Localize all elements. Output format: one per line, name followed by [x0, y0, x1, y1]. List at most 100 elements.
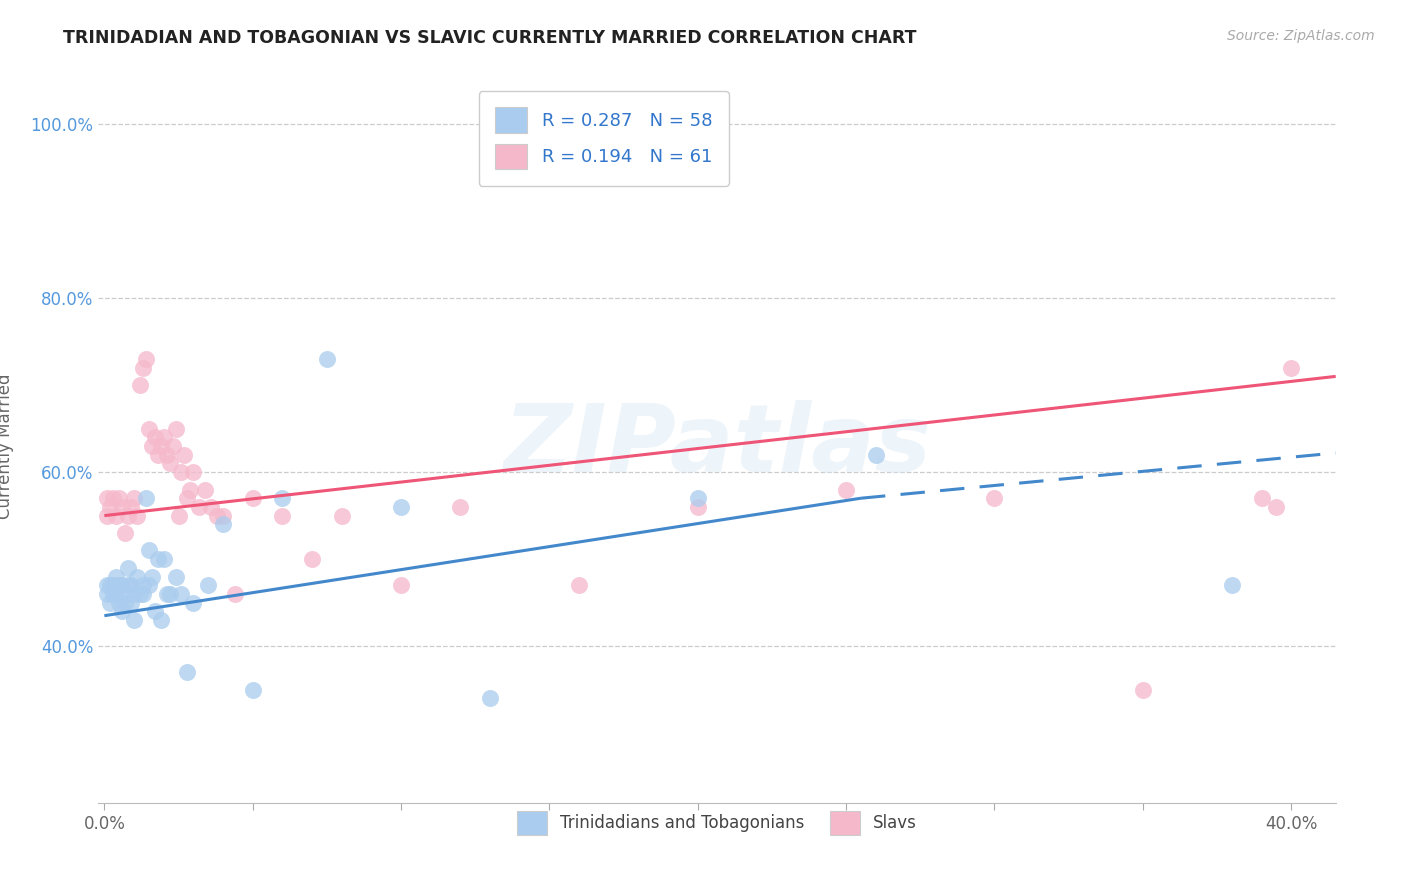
Text: ZIPatlas: ZIPatlas: [503, 400, 931, 492]
Point: [114, 587, 136, 601]
Point: [170, 587, 193, 601]
Point: [1279, 360, 1302, 375]
Point: [271, 508, 294, 523]
Point: [301, 552, 323, 566]
Point: [183, 596, 205, 610]
Point: [129, 587, 152, 601]
Point: [1250, 491, 1272, 506]
Point: [568, 578, 591, 592]
Point: [141, 439, 163, 453]
Point: [156, 448, 179, 462]
Point: [132, 578, 155, 592]
Point: [96, 491, 118, 506]
Point: [135, 491, 157, 506]
Point: [205, 508, 228, 523]
Point: [108, 578, 131, 592]
Point: [117, 561, 139, 575]
Point: [271, 491, 294, 506]
Point: [330, 508, 353, 523]
Y-axis label: Currently Married: Currently Married: [0, 373, 14, 519]
Point: [98, 596, 121, 610]
Point: [143, 604, 166, 618]
Point: [103, 491, 125, 506]
Point: [149, 439, 172, 453]
Point: [103, 587, 125, 601]
Point: [173, 448, 195, 462]
Point: [194, 483, 217, 497]
Point: [224, 587, 246, 601]
Point: [98, 500, 121, 514]
Point: [1265, 500, 1288, 514]
Point: [686, 491, 709, 506]
Point: [156, 587, 179, 601]
Point: [1220, 578, 1243, 592]
Point: [132, 587, 155, 601]
Point: [135, 351, 157, 366]
Point: [138, 543, 160, 558]
Point: [179, 483, 201, 497]
Point: [96, 508, 118, 523]
Point: [983, 491, 1005, 506]
Point: [111, 604, 134, 618]
Point: [389, 500, 412, 514]
Point: [111, 500, 134, 514]
Point: [315, 351, 337, 366]
Point: [146, 552, 169, 566]
Point: [141, 569, 163, 583]
Point: [212, 517, 235, 532]
Point: [96, 578, 118, 592]
Point: [117, 578, 139, 592]
Point: [125, 569, 148, 583]
Point: [389, 578, 412, 592]
Point: [176, 491, 198, 506]
Point: [686, 500, 709, 514]
Point: [111, 578, 134, 592]
Point: [183, 465, 205, 479]
Point: [865, 448, 887, 462]
Point: [108, 596, 131, 610]
Point: [108, 491, 131, 506]
Point: [170, 465, 193, 479]
Point: [114, 596, 136, 610]
Point: [165, 421, 187, 435]
Point: [120, 596, 142, 610]
Point: [159, 457, 181, 471]
Point: [149, 613, 172, 627]
Point: [120, 500, 142, 514]
Point: [103, 578, 125, 592]
Point: [1132, 682, 1154, 697]
Legend: Trinidadians and Tobagonians, Slavs: Trinidadians and Tobagonians, Slavs: [503, 797, 931, 848]
Point: [449, 500, 471, 514]
Point: [479, 691, 502, 706]
Point: [122, 613, 145, 627]
Point: [122, 587, 145, 601]
Point: [122, 491, 145, 506]
Point: [105, 587, 128, 601]
Point: [212, 508, 235, 523]
Point: [242, 491, 264, 506]
Point: [138, 578, 160, 592]
Point: [165, 569, 187, 583]
Text: TRINIDADIAN AND TOBAGONIAN VS SLAVIC CURRENTLY MARRIED CORRELATION CHART: TRINIDADIAN AND TOBAGONIAN VS SLAVIC CUR…: [63, 29, 917, 46]
Point: [96, 587, 118, 601]
Point: [143, 430, 166, 444]
Point: [98, 578, 121, 592]
Point: [114, 526, 136, 541]
Point: [105, 508, 128, 523]
Point: [835, 483, 858, 497]
Point: [167, 508, 190, 523]
Point: [132, 360, 155, 375]
Point: [159, 587, 181, 601]
Point: [176, 665, 198, 680]
Point: [105, 569, 128, 583]
Point: [188, 500, 211, 514]
Point: [138, 421, 160, 435]
Point: [242, 682, 264, 697]
Point: [117, 508, 139, 523]
Point: [197, 578, 219, 592]
Point: [120, 578, 142, 592]
Point: [162, 439, 184, 453]
Point: [125, 508, 148, 523]
Point: [146, 448, 169, 462]
Text: Source: ZipAtlas.com: Source: ZipAtlas.com: [1227, 29, 1375, 43]
